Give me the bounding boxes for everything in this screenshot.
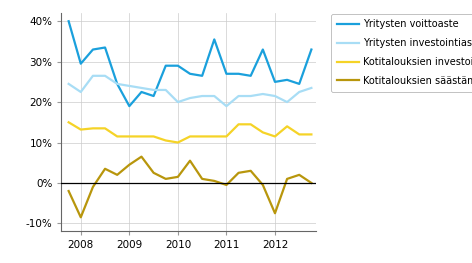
Kotitalouksien säästämisaste [260, 183, 266, 186]
Kotitalouksien säästämisaste [199, 177, 205, 180]
Yritysten investointiaste [248, 94, 253, 98]
Kotitalouksien säästämisaste [175, 175, 181, 179]
Kotitalouksien investointiaste [90, 127, 96, 130]
Yritysten voittoaste [272, 80, 278, 83]
Kotitalouksien investointiaste [114, 135, 120, 138]
Kotitalouksien säästämisaste [296, 173, 302, 176]
Kotitalouksien säästämisaste [224, 183, 229, 186]
Kotitalouksien säästämisaste [187, 159, 193, 162]
Yritysten voittoaste [102, 46, 108, 49]
Yritysten voittoaste [187, 72, 193, 75]
Yritysten investointiaste [272, 94, 278, 98]
Yritysten investointiaste [163, 88, 169, 92]
Kotitalouksien säästämisaste [284, 177, 290, 180]
Yritysten investointiaste [90, 74, 96, 77]
Legend: Yritysten voittoaste, Yritysten investointiaste, Kotitalouksien investointiaste,: Yritysten voittoaste, Yritysten investoi… [331, 14, 472, 92]
Yritysten investointiaste [102, 74, 108, 77]
Kotitalouksien investointiaste [248, 123, 253, 126]
Kotitalouksien säästämisaste [90, 185, 96, 189]
Yritysten investointiaste [309, 86, 314, 89]
Yritysten voittoaste [199, 74, 205, 77]
Yritysten voittoaste [284, 78, 290, 82]
Yritysten voittoaste [126, 105, 132, 108]
Kotitalouksien säästämisaste [309, 181, 314, 185]
Yritysten investointiaste [114, 82, 120, 85]
Yritysten investointiaste [78, 90, 84, 94]
Yritysten voittoaste [309, 48, 314, 51]
Yritysten investointiaste [236, 94, 241, 98]
Kotitalouksien säästämisaste [66, 189, 71, 193]
Kotitalouksien säästämisaste [102, 167, 108, 170]
Yritysten voittoaste [151, 94, 156, 98]
Yritysten voittoaste [211, 38, 217, 41]
Yritysten voittoaste [236, 72, 241, 75]
Kotitalouksien investointiaste [163, 139, 169, 142]
Yritysten investointiaste [66, 82, 71, 85]
Yritysten voittoaste [163, 64, 169, 67]
Kotitalouksien investointiaste [187, 135, 193, 138]
Kotitalouksien säästämisaste [114, 173, 120, 176]
Kotitalouksien investointiaste [296, 133, 302, 136]
Kotitalouksien investointiaste [272, 135, 278, 138]
Yritysten voittoaste [248, 74, 253, 77]
Yritysten investointiaste [126, 84, 132, 88]
Line: Kotitalouksien säästämisaste: Kotitalouksien säästämisaste [68, 157, 312, 217]
Kotitalouksien investointiaste [151, 135, 156, 138]
Yritysten investointiaste [187, 97, 193, 100]
Kotitalouksien investointiaste [66, 121, 71, 124]
Kotitalouksien säästämisaste [78, 216, 84, 219]
Line: Yritysten investointiaste: Yritysten investointiaste [68, 76, 312, 106]
Yritysten voittoaste [175, 64, 181, 67]
Yritysten investointiaste [224, 105, 229, 108]
Kotitalouksien säästämisaste [151, 171, 156, 174]
Kotitalouksien investointiaste [126, 135, 132, 138]
Kotitalouksien säästämisaste [248, 169, 253, 172]
Kotitalouksien investointiaste [260, 131, 266, 134]
Line: Yritysten voittoaste: Yritysten voittoaste [68, 21, 312, 106]
Yritysten voittoaste [260, 48, 266, 51]
Yritysten investointiaste [260, 92, 266, 95]
Yritysten voittoaste [296, 82, 302, 85]
Yritysten voittoaste [114, 82, 120, 85]
Kotitalouksien säästämisaste [126, 163, 132, 166]
Yritysten voittoaste [224, 72, 229, 75]
Kotitalouksien investointiaste [199, 135, 205, 138]
Kotitalouksien säästämisaste [236, 171, 241, 174]
Kotitalouksien investointiaste [236, 123, 241, 126]
Yritysten investointiaste [199, 94, 205, 98]
Yritysten investointiaste [175, 100, 181, 104]
Kotitalouksien investointiaste [284, 125, 290, 128]
Kotitalouksien investointiaste [309, 133, 314, 136]
Yritysten investointiaste [151, 88, 156, 92]
Yritysten investointiaste [284, 100, 290, 104]
Kotitalouksien säästämisaste [211, 179, 217, 183]
Yritysten voittoaste [90, 48, 96, 51]
Kotitalouksien investointiaste [211, 135, 217, 138]
Kotitalouksien säästämisaste [163, 177, 169, 180]
Kotitalouksien investointiaste [78, 128, 84, 131]
Kotitalouksien investointiaste [139, 135, 144, 138]
Yritysten voittoaste [78, 62, 84, 65]
Yritysten investointiaste [296, 90, 302, 94]
Kotitalouksien säästämisaste [272, 212, 278, 215]
Kotitalouksien säästämisaste [139, 155, 144, 158]
Line: Kotitalouksien investointiaste: Kotitalouksien investointiaste [68, 122, 312, 143]
Yritysten voittoaste [66, 20, 71, 23]
Kotitalouksien investointiaste [175, 141, 181, 144]
Kotitalouksien investointiaste [102, 127, 108, 130]
Yritysten investointiaste [139, 86, 144, 89]
Yritysten investointiaste [211, 94, 217, 98]
Kotitalouksien investointiaste [224, 135, 229, 138]
Yritysten voittoaste [139, 90, 144, 94]
